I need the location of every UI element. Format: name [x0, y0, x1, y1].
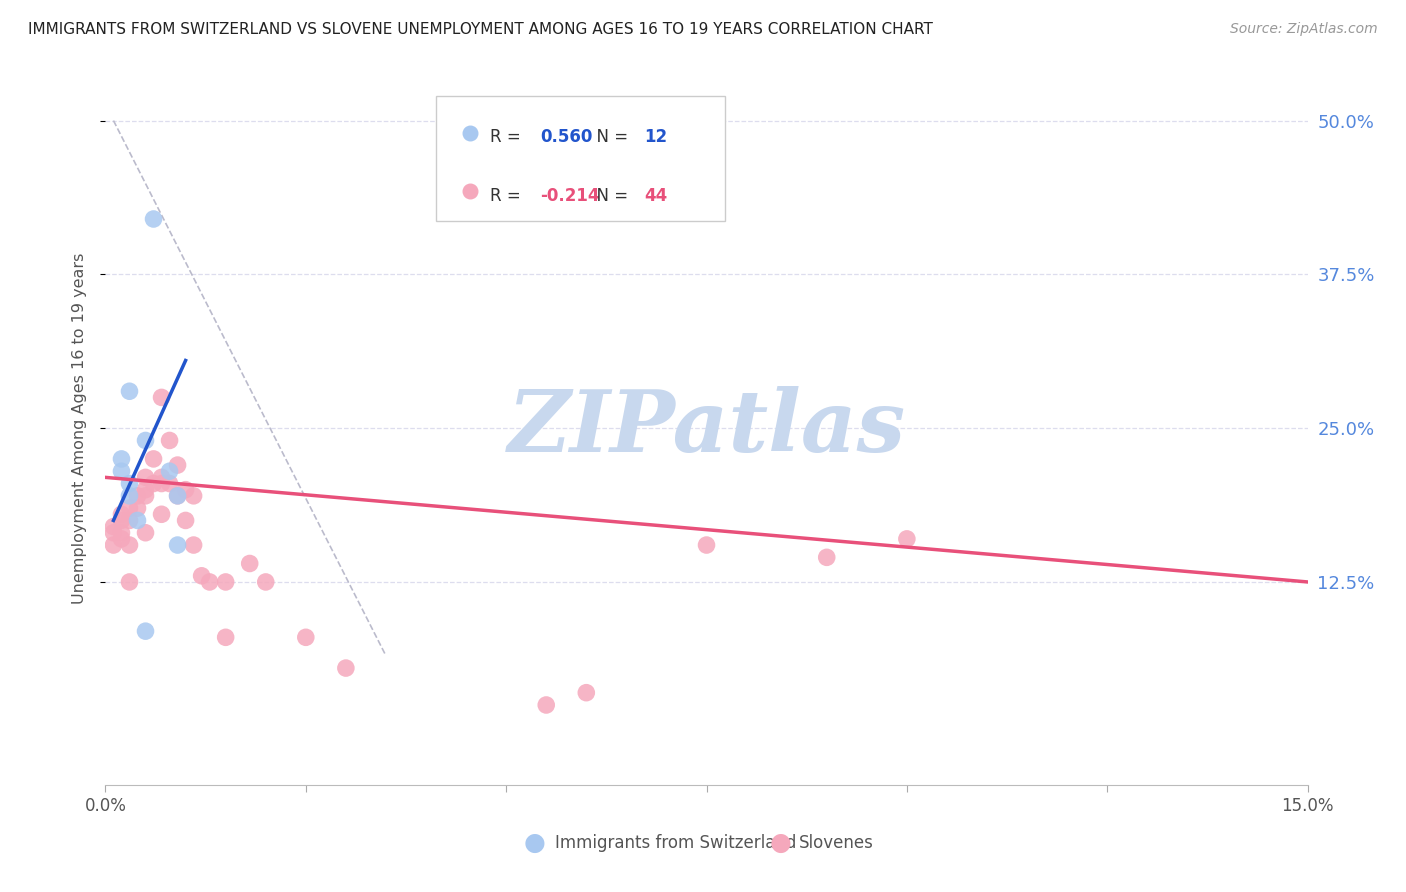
Point: [183, 489, 205, 503]
Point: [110, 508, 132, 522]
Point: [118, 501, 141, 516]
Text: Immigrants from Switzerland: Immigrants from Switzerland: [555, 834, 797, 852]
Point: [135, 434, 157, 448]
Point: [159, 434, 181, 448]
Point: [166, 489, 188, 503]
Point: [150, 470, 173, 484]
Point: [166, 458, 188, 472]
Point: [295, 630, 318, 644]
Point: [239, 557, 262, 571]
Text: 44: 44: [644, 187, 668, 205]
Point: [174, 513, 197, 527]
Point: [150, 508, 173, 522]
Text: -0.214: -0.214: [541, 187, 600, 205]
Point: [118, 489, 141, 503]
Text: ●: ●: [769, 831, 792, 855]
Text: 0.560: 0.560: [541, 128, 593, 146]
Point: [135, 483, 157, 497]
FancyBboxPatch shape: [436, 96, 724, 221]
Point: [127, 501, 149, 516]
Point: [575, 686, 598, 700]
Point: [135, 624, 157, 639]
Text: ZIPatlas: ZIPatlas: [508, 386, 905, 470]
Point: [127, 513, 149, 527]
Point: [166, 538, 188, 552]
Point: [198, 574, 221, 589]
Text: 12: 12: [644, 128, 666, 146]
Point: [335, 661, 357, 675]
Point: [118, 574, 141, 589]
Point: [103, 519, 125, 533]
Point: [159, 464, 181, 478]
Point: [214, 574, 236, 589]
Point: [183, 538, 205, 552]
Point: [103, 538, 125, 552]
Point: [159, 476, 181, 491]
Point: [118, 538, 141, 552]
Y-axis label: Unemployment Among Ages 16 to 19 years: Unemployment Among Ages 16 to 19 years: [72, 252, 87, 604]
Point: [118, 384, 141, 399]
Point: [110, 464, 132, 478]
Point: [110, 513, 132, 527]
Text: N =: N =: [586, 128, 634, 146]
Point: [103, 525, 125, 540]
Point: [190, 569, 212, 583]
Text: R =: R =: [491, 128, 526, 146]
Point: [254, 574, 277, 589]
Point: [118, 513, 141, 527]
Text: R =: R =: [491, 187, 526, 205]
Point: [150, 391, 173, 405]
Point: [696, 538, 718, 552]
Point: [150, 476, 173, 491]
Point: [110, 525, 132, 540]
Point: [135, 525, 157, 540]
Point: [110, 532, 132, 546]
Point: [174, 483, 197, 497]
Text: ●: ●: [523, 831, 546, 855]
Point: [214, 630, 236, 644]
Point: [135, 489, 157, 503]
Point: [534, 698, 557, 712]
Text: Source: ZipAtlas.com: Source: ZipAtlas.com: [1230, 22, 1378, 37]
Point: [142, 451, 165, 466]
Point: [142, 212, 165, 227]
Point: [142, 476, 165, 491]
Point: [896, 532, 918, 546]
Text: Slovenes: Slovenes: [799, 834, 873, 852]
Text: N =: N =: [586, 187, 634, 205]
Point: [135, 470, 157, 484]
Point: [110, 451, 132, 466]
Point: [118, 476, 141, 491]
Text: IMMIGRANTS FROM SWITZERLAND VS SLOVENE UNEMPLOYMENT AMONG AGES 16 TO 19 YEARS CO: IMMIGRANTS FROM SWITZERLAND VS SLOVENE U…: [28, 22, 934, 37]
Point: [815, 550, 838, 565]
Point: [166, 489, 188, 503]
Point: [127, 489, 149, 503]
